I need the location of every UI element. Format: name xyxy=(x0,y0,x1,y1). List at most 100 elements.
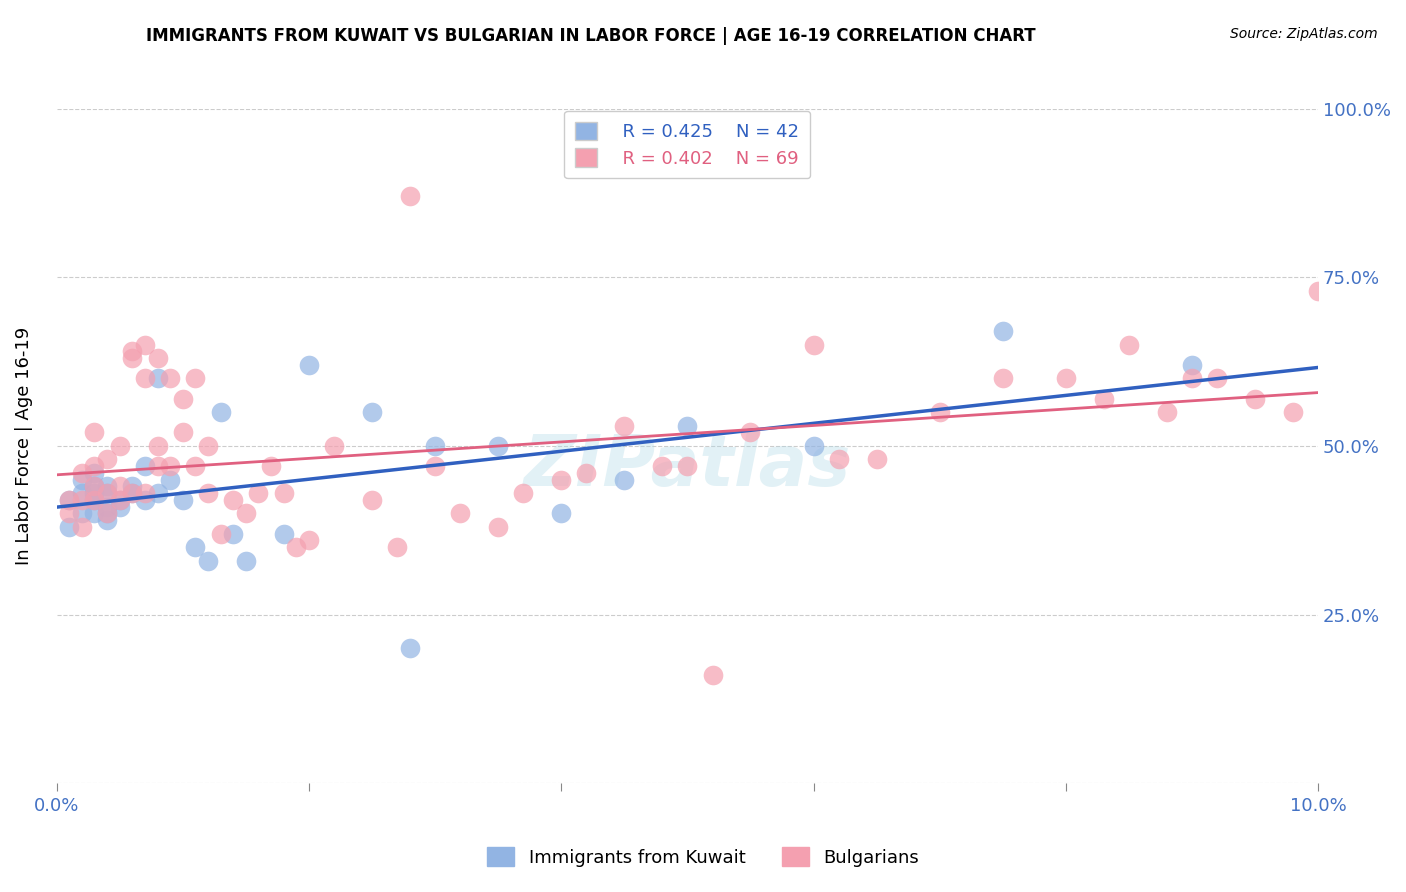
Point xyxy=(134,486,156,500)
Point xyxy=(58,492,80,507)
Point xyxy=(486,439,509,453)
Point xyxy=(398,641,420,656)
Point xyxy=(83,492,105,507)
Point xyxy=(323,439,346,453)
Point xyxy=(58,507,80,521)
Point xyxy=(651,459,673,474)
Point xyxy=(83,492,105,507)
Point xyxy=(197,554,219,568)
Point xyxy=(96,452,118,467)
Point xyxy=(209,526,232,541)
Text: Source: ZipAtlas.com: Source: ZipAtlas.com xyxy=(1230,27,1378,41)
Point xyxy=(387,540,409,554)
Point xyxy=(83,459,105,474)
Point xyxy=(70,492,93,507)
Legend:   R = 0.425    N = 42,   R = 0.402    N = 69: R = 0.425 N = 42, R = 0.402 N = 69 xyxy=(564,111,810,178)
Point xyxy=(676,418,699,433)
Point xyxy=(159,473,181,487)
Point xyxy=(423,439,446,453)
Point xyxy=(108,492,131,507)
Point xyxy=(70,507,93,521)
Text: IMMIGRANTS FROM KUWAIT VS BULGARIAN IN LABOR FORCE | AGE 16-19 CORRELATION CHART: IMMIGRANTS FROM KUWAIT VS BULGARIAN IN L… xyxy=(146,27,1035,45)
Point xyxy=(222,526,245,541)
Point xyxy=(146,439,169,453)
Point xyxy=(96,500,118,514)
Point xyxy=(803,337,825,351)
Point xyxy=(96,513,118,527)
Y-axis label: In Labor Force | Age 16-19: In Labor Force | Age 16-19 xyxy=(15,326,32,565)
Point xyxy=(273,486,295,500)
Point xyxy=(575,466,598,480)
Point xyxy=(121,486,143,500)
Point xyxy=(96,507,118,521)
Point xyxy=(184,371,207,385)
Point xyxy=(70,520,93,534)
Point xyxy=(991,371,1014,385)
Point xyxy=(1282,405,1305,419)
Point xyxy=(928,405,950,419)
Point xyxy=(146,351,169,366)
Point xyxy=(184,540,207,554)
Point xyxy=(134,337,156,351)
Point xyxy=(83,466,105,480)
Point xyxy=(1244,392,1267,406)
Point xyxy=(828,452,851,467)
Point xyxy=(613,473,636,487)
Point xyxy=(70,473,93,487)
Point xyxy=(803,439,825,453)
Point xyxy=(1054,371,1077,385)
Point xyxy=(550,507,572,521)
Point xyxy=(676,459,699,474)
Point xyxy=(146,371,169,385)
Point xyxy=(121,486,143,500)
Point xyxy=(134,371,156,385)
Point xyxy=(146,459,169,474)
Point xyxy=(159,371,181,385)
Point xyxy=(146,486,169,500)
Point xyxy=(70,466,93,480)
Point xyxy=(1206,371,1229,385)
Point xyxy=(96,486,118,500)
Point xyxy=(83,479,105,493)
Point xyxy=(121,351,143,366)
Point xyxy=(273,526,295,541)
Point xyxy=(83,425,105,440)
Point xyxy=(550,473,572,487)
Point xyxy=(1308,284,1330,298)
Point xyxy=(108,492,131,507)
Point xyxy=(159,459,181,474)
Point xyxy=(740,425,762,440)
Point xyxy=(486,520,509,534)
Point xyxy=(96,507,118,521)
Point xyxy=(1181,371,1204,385)
Point xyxy=(172,392,194,406)
Point xyxy=(222,492,245,507)
Point xyxy=(108,439,131,453)
Point xyxy=(449,507,471,521)
Point xyxy=(991,324,1014,338)
Point xyxy=(172,425,194,440)
Point xyxy=(361,492,384,507)
Point xyxy=(108,500,131,514)
Point xyxy=(209,405,232,419)
Point xyxy=(83,486,105,500)
Point xyxy=(121,479,143,493)
Point xyxy=(423,459,446,474)
Point xyxy=(83,507,105,521)
Point xyxy=(96,479,118,493)
Point xyxy=(58,492,80,507)
Point xyxy=(235,507,257,521)
Point xyxy=(1092,392,1115,406)
Text: ZIPatlas: ZIPatlas xyxy=(523,432,851,500)
Point xyxy=(108,479,131,493)
Point xyxy=(121,344,143,359)
Point xyxy=(1181,358,1204,372)
Point xyxy=(197,439,219,453)
Point xyxy=(613,418,636,433)
Point xyxy=(702,668,724,682)
Point xyxy=(398,189,420,203)
Point xyxy=(298,533,321,548)
Point xyxy=(70,486,93,500)
Point xyxy=(235,554,257,568)
Point xyxy=(134,459,156,474)
